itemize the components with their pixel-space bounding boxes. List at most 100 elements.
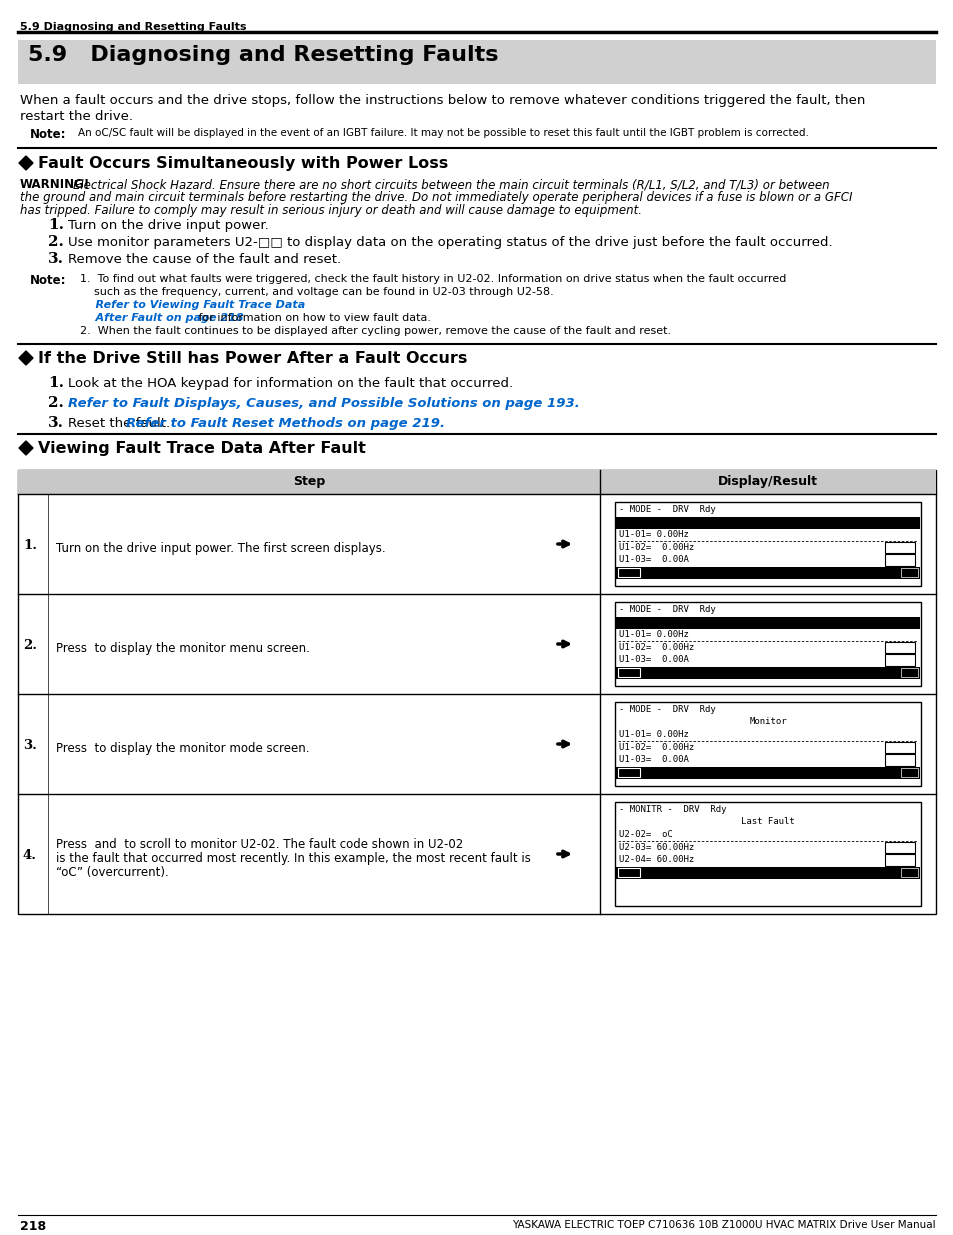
Text: Turn on the drive input power.: Turn on the drive input power. [68, 219, 269, 232]
Bar [618, 867, 639, 877]
Bar [900, 767, 917, 777]
Text: Press  to display the monitor menu screen.: Press to display the monitor menu screen… [56, 642, 310, 655]
Bar [884, 741, 914, 753]
Text: U1-03=  0.00A: U1-03= 0.00A [618, 555, 699, 564]
Text: U1-03=  0.00A: U1-03= 0.00A [618, 755, 699, 764]
Text: U2-02=  oC: U2-02= oC [618, 830, 672, 839]
Text: - MODE -  DRV  Rdy: - MODE - DRV Rdy [618, 705, 715, 714]
Text: U1-02=  0.00Hz: U1-02= 0.00Hz [618, 642, 699, 652]
Bar [900, 867, 917, 877]
Polygon shape [19, 156, 33, 170]
Bar [616, 767, 919, 779]
Text: Refer to Fault Displays, Causes, and Possible Solutions on page 193.: Refer to Fault Displays, Causes, and Pos… [68, 396, 579, 410]
Bar [18, 471, 935, 494]
Text: Monitor: Monitor [748, 718, 786, 726]
Text: Step: Step [293, 475, 325, 488]
Text: RREF: RREF [890, 755, 908, 764]
Text: An oC/SC fault will be displayed in the event of an IGBT failure. It may not be : An oC/SC fault will be displayed in the … [78, 128, 808, 138]
Text: 218: 218 [20, 1220, 46, 1233]
Text: restart the drive.: restart the drive. [20, 110, 132, 124]
Text: is the fault that occurred most recently. In this example, the most recent fault: is the fault that occurred most recently… [56, 852, 530, 864]
Bar [618, 568, 639, 577]
Text: Look at the HOA keypad for information on the fault that occurred.: Look at the HOA keypad for information o… [68, 377, 513, 390]
Text: Fault Occurs Simultaneously with Power Loss: Fault Occurs Simultaneously with Power L… [38, 156, 448, 170]
Bar [18, 471, 935, 914]
Text: JOG: JOG [621, 868, 636, 878]
Text: for information on how to view fault data.: for information on how to view fault dat… [194, 312, 431, 324]
Text: Note:: Note: [30, 128, 67, 141]
Text: 5.9   Diagnosing and Resetting Faults: 5.9 Diagnosing and Resetting Faults [28, 44, 498, 65]
Text: Refer to Fault Reset Methods on page 219.: Refer to Fault Reset Methods on page 219… [126, 417, 444, 430]
Text: 2.: 2. [48, 235, 64, 249]
Bar [616, 867, 919, 879]
Text: Display/Result: Display/Result [718, 475, 817, 488]
Text: RREF: RREF [890, 555, 908, 564]
Text: After Fault on page 218: After Fault on page 218 [80, 312, 243, 324]
Text: FREF(AI): FREF(AI) [745, 517, 789, 526]
Bar [900, 568, 917, 577]
Text: 5.9 Diagnosing and Resetting Faults: 5.9 Diagnosing and Resetting Faults [20, 22, 246, 32]
Text: Turn on the drive input power. The first screen displays.: Turn on the drive input power. The first… [56, 542, 385, 555]
Polygon shape [19, 441, 33, 454]
Text: RSEQ: RSEQ [890, 542, 908, 552]
Text: RSEQ: RSEQ [890, 742, 908, 752]
Text: FWD: FWD [642, 768, 657, 778]
Text: U1-02=  0.00Hz: U1-02= 0.00Hz [618, 742, 699, 752]
Text: U1-01= 0.00Hz: U1-01= 0.00Hz [618, 630, 688, 638]
Bar [618, 767, 639, 777]
Text: JOG: JOG [621, 768, 636, 778]
Text: U2-03= 60.00Hz: U2-03= 60.00Hz [618, 842, 699, 851]
Text: has tripped. Failure to comply may result in serious injury or death and will ca: has tripped. Failure to comply may resul… [20, 204, 641, 217]
Text: Reset the fault.: Reset the fault. [68, 417, 174, 430]
Text: Press  and  to scroll to monitor U2-02. The fault code shown in U2-02: Press and to scroll to monitor U2-02. Th… [56, 839, 463, 851]
Text: 2.: 2. [23, 638, 37, 652]
Text: When a fault occurs and the drive stops, follow the instructions below to remove: When a fault occurs and the drive stops,… [20, 94, 864, 107]
Bar [618, 667, 639, 677]
Bar [616, 667, 919, 679]
Bar [884, 853, 914, 866]
Text: FWD: FWD [642, 868, 657, 878]
Text: If the Drive Still has Power After a Fault Occurs: If the Drive Still has Power After a Fau… [38, 351, 467, 366]
Text: 3.: 3. [48, 252, 64, 266]
Text: JOG: JOG [621, 568, 636, 578]
Text: YASKAWA ELECTRIC TOEP C710636 10B Z1000U HVAC MATRIX Drive User Manual: YASKAWA ELECTRIC TOEP C710636 10B Z1000U… [512, 1220, 935, 1230]
Text: - MODE -  DRV  Rdy: - MODE - DRV Rdy [618, 505, 715, 514]
Bar [18, 40, 935, 84]
Text: U1-02=  0.00Hz: U1-02= 0.00Hz [618, 542, 699, 552]
Bar [884, 655, 914, 666]
Text: 1.: 1. [23, 538, 37, 552]
Text: U1-03=  0.00A: U1-03= 0.00A [618, 655, 699, 664]
Text: U1-01= 0.00Hz: U1-01= 0.00Hz [618, 530, 688, 538]
Text: 1.: 1. [48, 219, 64, 232]
Text: 4.: 4. [23, 848, 37, 862]
Text: JOG: JOG [621, 668, 636, 678]
Text: Monitor Menu: Monitor Menu [735, 618, 800, 626]
Text: Viewing Fault Trace Data After Fault: Viewing Fault Trace Data After Fault [38, 441, 366, 456]
Text: U2-04= 60.00Hz: U2-04= 60.00Hz [618, 855, 699, 864]
Bar [615, 501, 920, 585]
Text: Electrical Shock Hazard. Ensure there are no short circuits between the main cir: Electrical Shock Hazard. Ensure there ar… [73, 178, 829, 191]
Text: 1.: 1. [48, 375, 64, 390]
Text: 2.: 2. [48, 396, 64, 410]
Bar [900, 667, 917, 677]
Bar [616, 516, 919, 529]
Text: Press  to display the monitor mode screen.: Press to display the monitor mode screen… [56, 742, 309, 755]
Bar [616, 567, 919, 579]
Text: 3.: 3. [23, 739, 37, 752]
Bar [884, 641, 914, 653]
Bar [615, 601, 920, 685]
Text: “oC” (overcurrent).: “oC” (overcurrent). [56, 866, 169, 879]
Text: Note:: Note: [30, 274, 67, 287]
Bar [615, 802, 920, 906]
Bar [884, 755, 914, 766]
Text: Last Fault: Last Fault [740, 818, 794, 826]
Text: Refer to Viewing Fault Trace Data: Refer to Viewing Fault Trace Data [80, 300, 305, 310]
Text: RSEQ: RSEQ [890, 842, 908, 851]
Text: 2.  When the fault continues to be displayed after cycling power, remove the cau: 2. When the fault continues to be displa… [80, 326, 670, 336]
Text: U1-01= 0.00Hz: U1-01= 0.00Hz [618, 730, 688, 739]
Polygon shape [19, 351, 33, 366]
Bar [884, 555, 914, 566]
Text: FWD: FWD [642, 568, 657, 578]
Text: RSEQ: RSEQ [890, 642, 908, 652]
Text: Remove the cause of the fault and reset.: Remove the cause of the fault and reset. [68, 253, 341, 266]
